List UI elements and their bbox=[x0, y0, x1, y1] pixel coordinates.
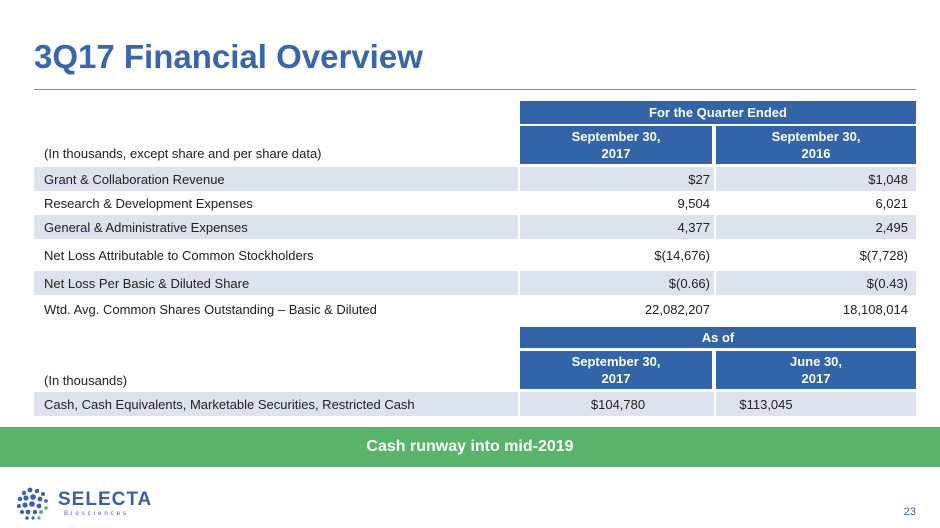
quarter-col2-header-line2: 2016 bbox=[801, 146, 831, 161]
row-label: Net Loss Attributable to Common Stockhol… bbox=[44, 248, 314, 263]
row-value-2016: $1,048 bbox=[868, 172, 908, 187]
selecta-logo: SELECTA Biosciences bbox=[14, 485, 154, 523]
cash-col1-header-line1: September 30, bbox=[571, 354, 661, 369]
page-title: 3Q17 Financial Overview bbox=[34, 38, 423, 75]
cash-col1-header-line2: 2017 bbox=[601, 371, 631, 386]
quarter-table-caption: (In thousands, except share and per shar… bbox=[44, 146, 322, 161]
row-value-2016: $(0.43) bbox=[866, 276, 908, 291]
row-value-2016: 6,021 bbox=[875, 196, 908, 211]
row-value-2016: 2,495 bbox=[875, 220, 908, 235]
cash-runway-banner: Cash runway into mid-2019 bbox=[0, 427, 940, 467]
logo-wordmark: SELECTA bbox=[58, 489, 153, 510]
row-value-2017: 9,504 bbox=[677, 196, 710, 211]
logo-mark-icon bbox=[17, 487, 48, 520]
table-row: Net Loss Per Basic & Diluted Share $(0.6… bbox=[34, 271, 916, 295]
cash-col2-header-line2: 2017 bbox=[801, 371, 831, 386]
title-divider bbox=[34, 89, 916, 90]
table-row: Research & Development Expenses 9,504 6,… bbox=[34, 191, 916, 215]
table-row: Cash, Cash Equivalents, Marketable Secur… bbox=[34, 392, 916, 416]
table-row: Grant & Collaboration Revenue $27 $1,048 bbox=[34, 167, 916, 191]
row-value-sep-2017: $104,780 bbox=[590, 397, 646, 412]
row-label: Grant & Collaboration Revenue bbox=[44, 172, 225, 187]
row-value-2017: $(0.66) bbox=[668, 276, 710, 291]
row-value-2017: $(14,676) bbox=[654, 248, 710, 263]
logo-subtitle: Biosciences bbox=[64, 511, 130, 517]
quarter-col2-header: September 30, 2016 bbox=[716, 126, 916, 164]
row-value-2016: $(7,728) bbox=[859, 248, 908, 263]
quarter-col2-header-line1: September 30, bbox=[771, 129, 861, 144]
row-label: Net Loss Per Basic & Diluted Share bbox=[44, 276, 250, 291]
row-label: Wtd. Avg. Common Shares Outstanding – Ba… bbox=[44, 302, 377, 317]
row-value-2017: $27 bbox=[688, 172, 710, 187]
cash-group-header: As of bbox=[520, 327, 916, 348]
row-value-2016: 18,108,014 bbox=[842, 302, 908, 317]
table-row: General & Administrative Expenses 4,377 … bbox=[34, 215, 916, 239]
row-label: Research & Development Expenses bbox=[44, 196, 253, 211]
table-row: Wtd. Avg. Common Shares Outstanding – Ba… bbox=[34, 297, 916, 321]
quarter-col1-header-line1: September 30, bbox=[571, 129, 661, 144]
cash-col2-header: June 30, 2017 bbox=[716, 351, 916, 389]
row-label: Cash, Cash Equivalents, Marketable Secur… bbox=[44, 397, 415, 412]
row-label: General & Administrative Expenses bbox=[44, 220, 248, 235]
row-value-jun-2017: $113,045 bbox=[739, 397, 793, 412]
quarter-col1-header: September 30, 2017 bbox=[520, 126, 712, 164]
row-value-2017: 4,377 bbox=[677, 220, 710, 235]
table-row: Net Loss Attributable to Common Stockhol… bbox=[34, 243, 916, 267]
cash-col1-header: September 30, 2017 bbox=[520, 351, 712, 389]
page-number: 23 bbox=[903, 506, 916, 518]
cash-col2-header-line1: June 30, bbox=[789, 354, 843, 369]
quarter-group-header: For the Quarter Ended bbox=[520, 101, 916, 124]
row-value-2017: 22,082,207 bbox=[644, 302, 710, 317]
cash-table-caption: (In thousands) bbox=[44, 373, 128, 388]
quarter-col1-header-line2: 2017 bbox=[601, 146, 631, 161]
